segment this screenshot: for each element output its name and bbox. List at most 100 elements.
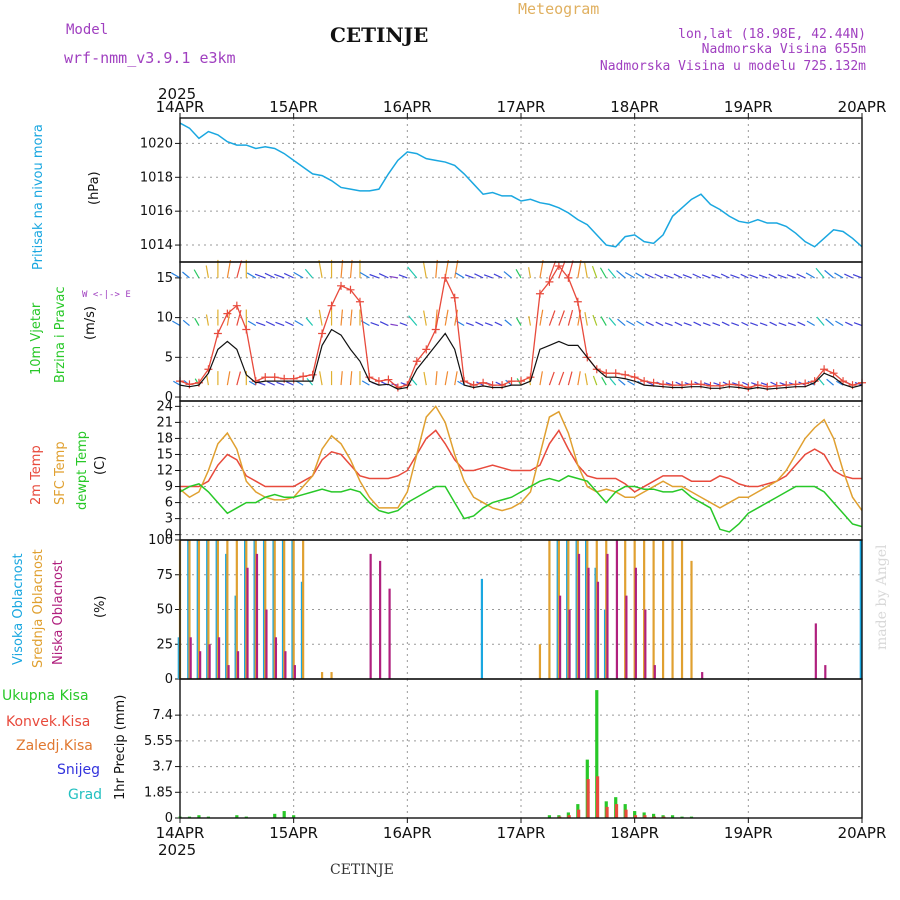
wind-arrow — [663, 274, 673, 279]
wind-arrow — [645, 321, 654, 327]
wind-speed-marker — [327, 301, 336, 310]
wind-arrow — [475, 321, 484, 327]
wind-arrow — [600, 316, 607, 326]
wind-arrow — [236, 260, 243, 279]
wind-speed-marker — [554, 261, 563, 270]
wind-arrow — [464, 274, 474, 279]
precip-total-bar — [652, 813, 656, 818]
pressure-ytick-label: 1016 — [140, 204, 173, 219]
wind-arrow — [370, 321, 380, 327]
precip-conv-bar — [643, 815, 647, 818]
model-label: Model — [66, 22, 108, 38]
wind-arrow — [248, 380, 257, 386]
wind-arrow — [349, 259, 353, 278]
wind-speed-marker — [422, 345, 431, 354]
wind-arrow — [601, 376, 607, 386]
wind-arrow — [305, 317, 314, 326]
wind-arrow — [474, 273, 484, 279]
wind-speed-marker — [535, 289, 544, 298]
wind-arrow — [567, 371, 573, 386]
wind-arrow — [584, 262, 588, 278]
wind-title-2: Brzina i Pravac — [53, 286, 68, 383]
wind-arrow — [515, 269, 522, 279]
x-label-top: 20APR — [838, 98, 887, 116]
model-name: wrf-nmm_v3.9.1 e3km — [64, 49, 236, 67]
cloud-ylabel: (%) — [93, 596, 108, 619]
x-label-bottom: 16APR — [383, 824, 432, 842]
wind-arrow — [264, 272, 275, 279]
precip-total-bar — [282, 811, 286, 818]
wind-arrow — [205, 314, 210, 326]
wind-arrow — [455, 272, 465, 279]
precip-conv-bar — [586, 779, 590, 818]
wind-arrow — [825, 318, 834, 327]
wind-arrow — [584, 373, 588, 386]
wind-ylabel: (m/s) — [83, 306, 98, 340]
wind-arrow — [769, 321, 778, 327]
wind-arrow — [797, 321, 806, 327]
wind-arrow — [349, 309, 353, 326]
wind-arrow — [567, 260, 574, 279]
precip-total-bar — [547, 815, 552, 818]
wind-arrow — [654, 273, 664, 279]
wind-arrow — [465, 322, 474, 327]
wind-arrow — [444, 371, 449, 386]
wind-speed-marker — [630, 373, 639, 382]
wind-speed-marker — [242, 325, 251, 334]
wind-arrow — [740, 273, 749, 279]
wind-arrow — [503, 271, 512, 279]
wind-arrow — [730, 274, 740, 279]
year-top: 2025 — [158, 85, 196, 103]
wind-ytick-label: 0 — [165, 390, 173, 405]
wind-arrow — [457, 380, 465, 386]
x-label-bottom: 18APR — [610, 824, 659, 842]
wind-arrow — [318, 309, 323, 326]
wind-arrow — [539, 260, 544, 278]
wind-arrow — [247, 320, 257, 327]
wind-arrow — [635, 272, 645, 279]
wind-arrow — [758, 274, 768, 279]
wind-arrow — [607, 268, 617, 279]
wind-arrow — [226, 260, 232, 278]
wind-arrow — [617, 318, 626, 327]
wind-arrow — [577, 260, 582, 278]
precip-total-bar — [273, 813, 277, 818]
wind-arrow — [422, 260, 427, 278]
wind-arrow — [435, 259, 438, 278]
wind-arrow — [778, 322, 787, 327]
wind-speed-line — [179, 264, 863, 389]
wind-arrow — [340, 371, 343, 386]
wind-arrow — [584, 312, 588, 326]
x-label-top: 16APR — [383, 98, 432, 116]
wind-speed-marker — [621, 370, 630, 379]
wind-arrow — [193, 269, 200, 279]
wind-arrow — [835, 320, 844, 327]
wind-arrow — [692, 273, 702, 279]
clouds-ytick-label: 50 — [156, 603, 173, 618]
wind-arrow — [435, 309, 438, 326]
wind-arrow — [539, 309, 544, 326]
precip-total-bar — [235, 815, 239, 818]
wind-arrow — [205, 265, 210, 278]
cloud-title-mid: Srednja Oblacnost — [31, 549, 46, 668]
wind-arrow — [256, 321, 266, 327]
wind-arrow — [702, 322, 711, 327]
wind-arrow — [845, 321, 853, 327]
wind-arrow — [742, 381, 749, 386]
wind-arrow — [286, 381, 294, 386]
x-label-bottom: 19APR — [724, 824, 773, 842]
wind-arrow — [731, 322, 740, 327]
wind-arrow — [173, 380, 181, 386]
x-label-top: 18APR — [610, 98, 659, 116]
precip-conv-bar — [624, 809, 628, 818]
precipitation-ytick-label: 3.7 — [152, 760, 173, 775]
wind-arrow — [787, 322, 796, 327]
wind-arrow — [826, 378, 834, 386]
wind-speed-marker — [450, 293, 459, 302]
wind-arrow — [759, 322, 768, 327]
wind-arrow — [712, 322, 721, 327]
precip-total-bar — [292, 815, 296, 818]
wind-arrow — [274, 273, 285, 279]
wind-arrow — [777, 274, 787, 279]
wind-arrow — [616, 270, 626, 279]
